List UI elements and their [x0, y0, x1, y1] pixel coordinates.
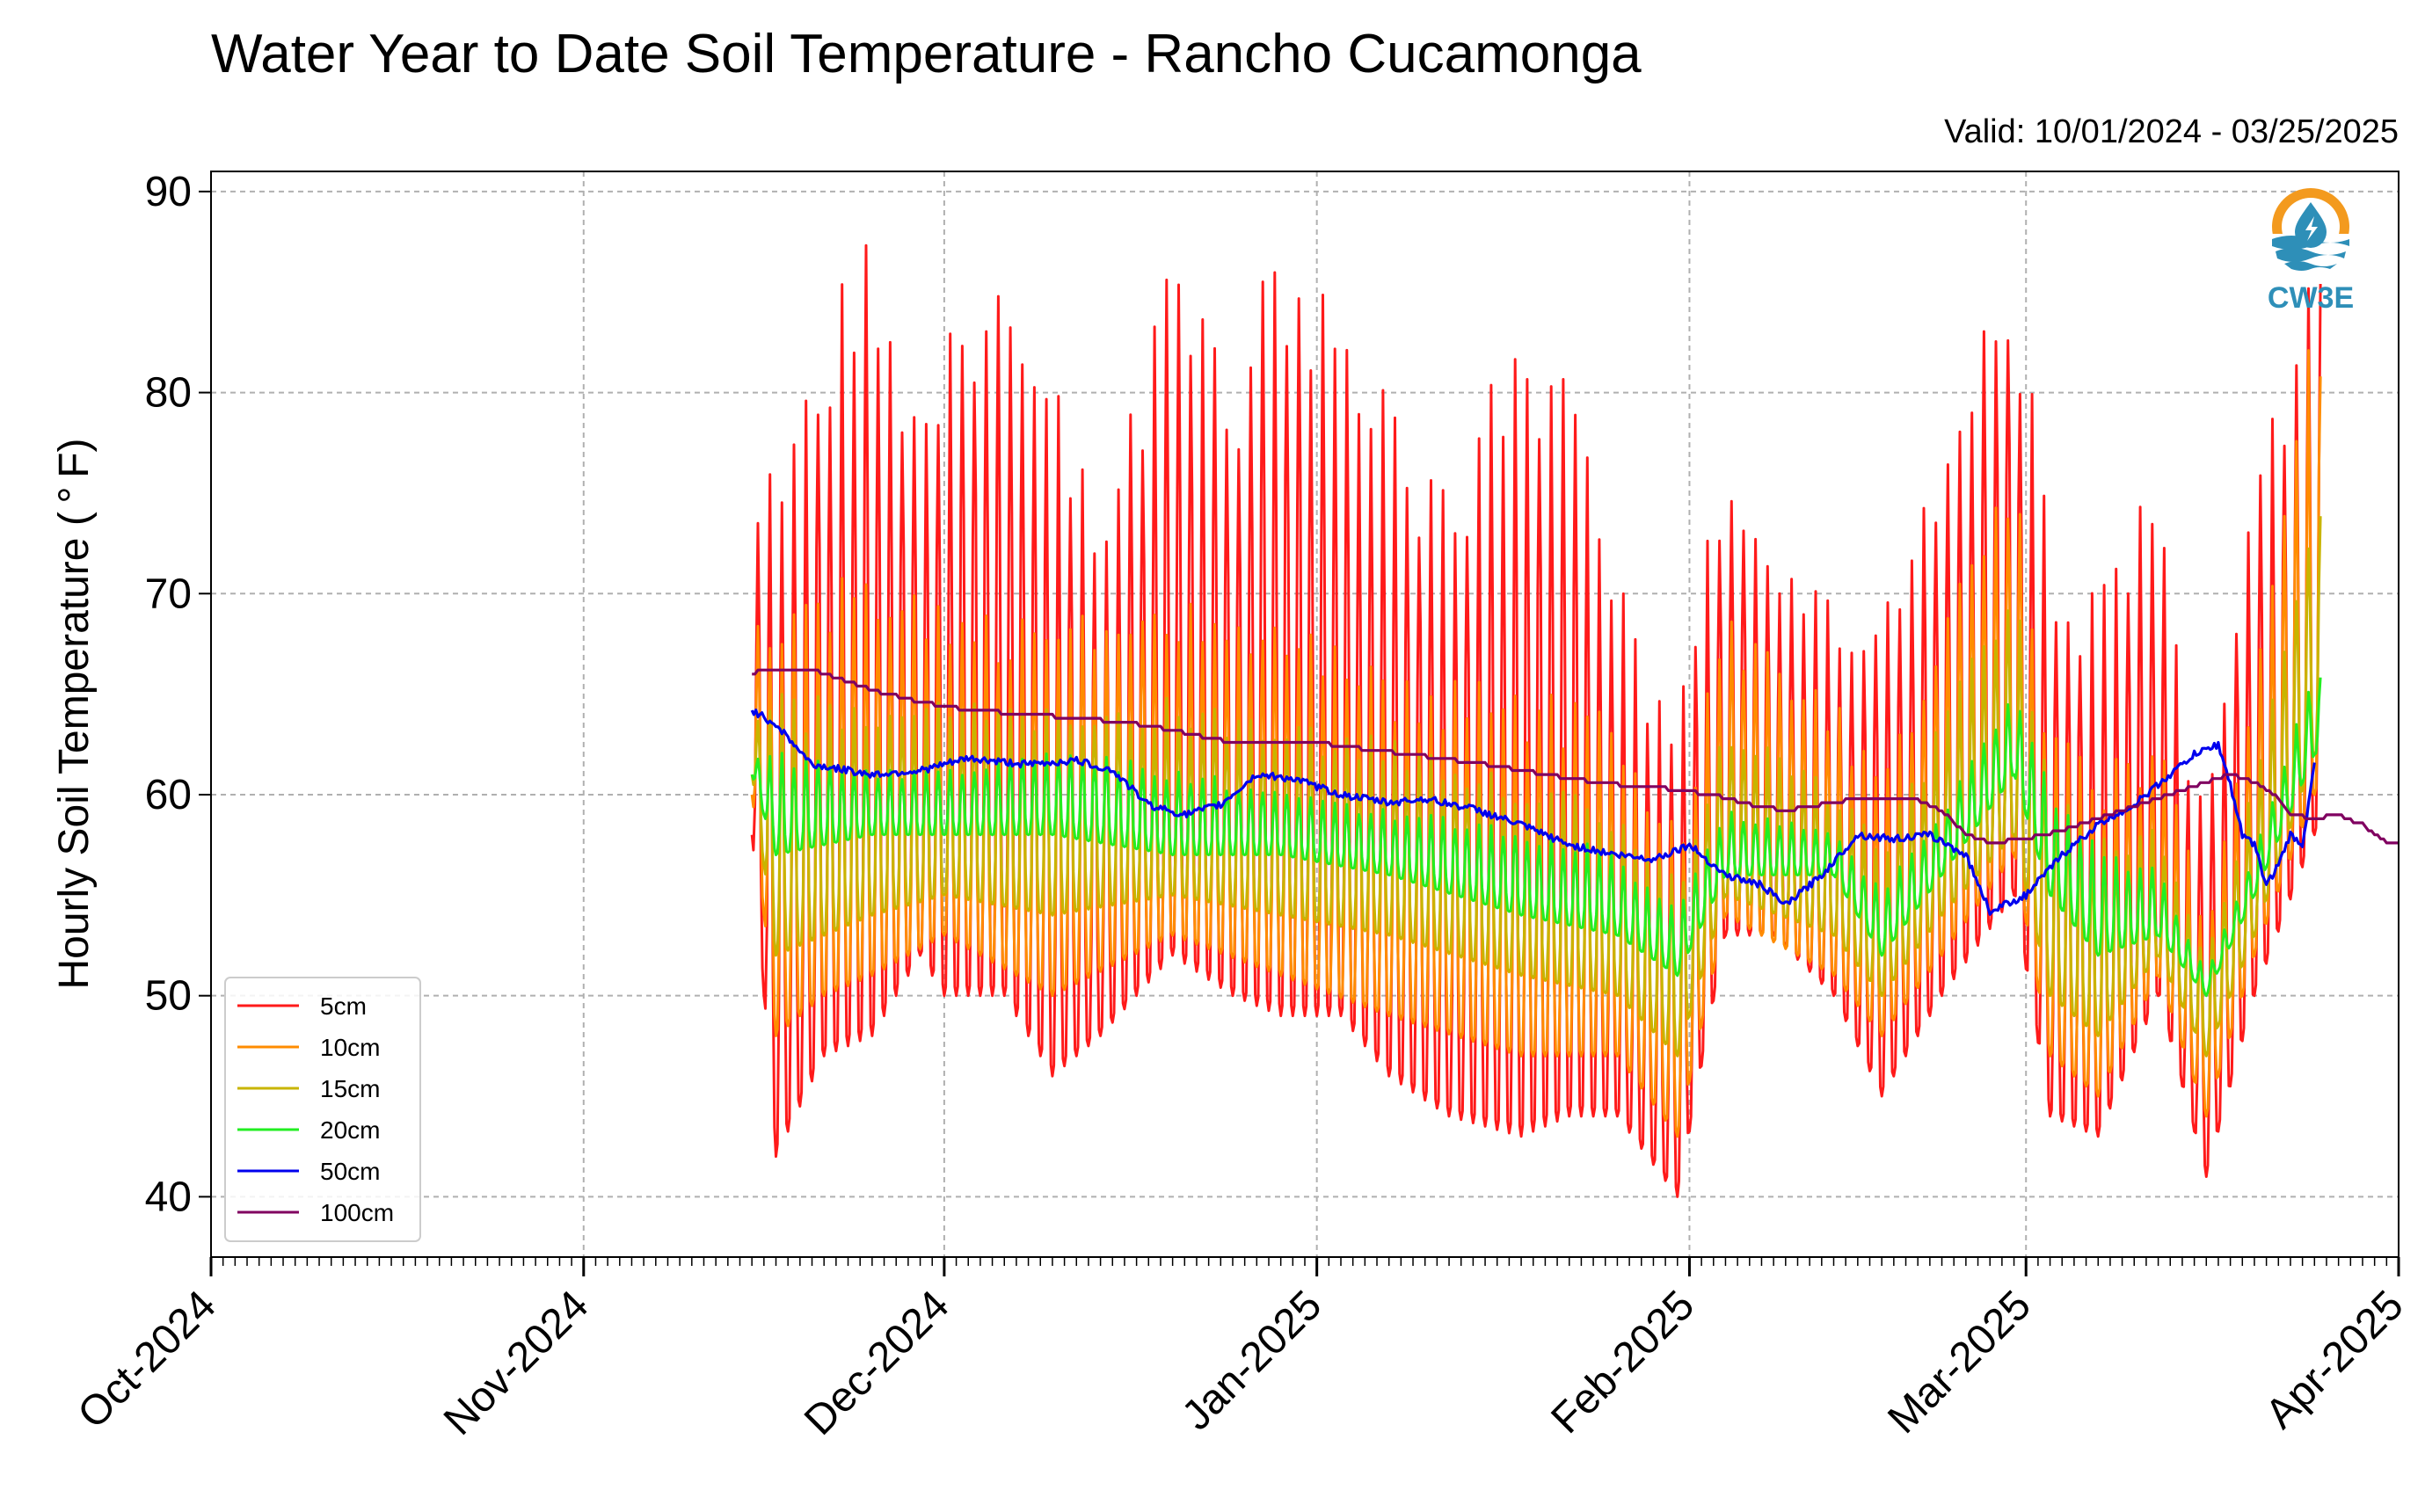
chart-title: Water Year to Date Soil Temperature - Ra…: [211, 24, 1642, 84]
series-line-20cm: [750, 677, 2322, 998]
y-tick-label: 80: [145, 370, 192, 417]
y-tick-label: 50: [145, 973, 192, 1020]
cw3e-logo: CW3E: [2268, 188, 2354, 315]
chart-subtitle: Valid: 10/01/2024 - 03/25/2025: [1944, 113, 2399, 150]
legend-label-50cm: 50cm: [320, 1158, 380, 1185]
series-line-100cm: [752, 668, 2399, 845]
y-tick-label: 60: [145, 772, 192, 818]
y-tick-label: 90: [145, 169, 192, 215]
y-tick-label: 40: [145, 1174, 192, 1220]
series-layer: [750, 244, 2399, 1198]
logo-text: CW3E: [2268, 281, 2354, 315]
water-drop-sun-icon: [2268, 188, 2353, 271]
legend-label-10cm: 10cm: [320, 1034, 380, 1061]
series-line-15cm: [750, 516, 2322, 1058]
y-axis-label: Hourly Soil Temperature ( ° F): [51, 438, 98, 989]
legend-label-15cm: 15cm: [320, 1075, 380, 1102]
y-tick-label: 70: [145, 571, 192, 617]
legend-label-5cm: 5cm: [320, 992, 367, 1020]
legend: 5cm 10cm 15cm 20cm 50cm 100cm: [224, 977, 421, 1242]
series-line-50cm: [750, 709, 2316, 916]
legend-label-100cm: 100cm: [320, 1199, 394, 1226]
legend-label-20cm: 20cm: [320, 1116, 380, 1144]
legend-box: [224, 977, 421, 1242]
